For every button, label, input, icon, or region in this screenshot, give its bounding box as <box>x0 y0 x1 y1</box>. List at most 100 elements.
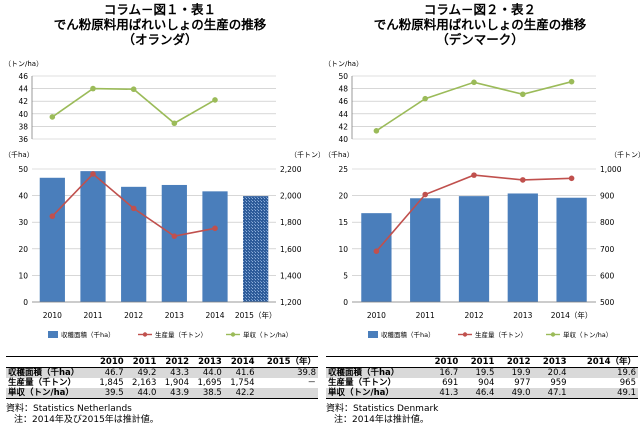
area-axis-unit: （千ha） <box>324 150 354 159</box>
table-row-yield: 単収（トン/ha） 41.3 46.4 49.0 47.1 49.1 <box>326 388 638 399</box>
yield-y-tick: 48 <box>338 85 348 94</box>
area-bar <box>507 193 538 302</box>
production-point <box>171 233 178 239</box>
source-text: 資料：Statistics Netherlands <box>6 404 132 414</box>
production-y-tick: 2,000 <box>280 192 302 201</box>
production-y-tick: 700 <box>600 245 615 254</box>
production-y-tick: 1,800 <box>280 218 302 227</box>
table-header-2010: 2010 <box>434 357 459 367</box>
table-cell: 904 <box>478 378 495 388</box>
legend-area-swatch <box>48 331 58 338</box>
legend-area-label: 収穫面積（千ha） <box>61 330 115 339</box>
area-bar-estimate <box>243 196 269 302</box>
figure-title: コラム－図２・表２ <box>423 2 537 17</box>
area-y-tick: 20 <box>338 192 348 201</box>
yield-point <box>373 128 380 134</box>
production-point <box>568 175 575 182</box>
production-point <box>471 172 477 178</box>
x-tick-label: 2010 <box>43 311 62 320</box>
table-cell: 1,904 <box>164 378 190 388</box>
yield-point <box>90 85 96 92</box>
x-tick-label: 2010 <box>367 311 386 320</box>
table-row-area: 収穫面積（千ha） 16.7 19.5 19.9 20.4 19.6 <box>326 367 638 378</box>
table-cell <box>256 388 318 399</box>
table-cell: 965 <box>619 378 636 388</box>
table-cell: 39.5 <box>92 388 126 399</box>
x-tick-label: 2013 <box>513 311 532 320</box>
area-bar <box>361 213 392 302</box>
table-row-area: 収穫面積（千ha） 46.7 49.2 43.3 44.0 41.6 39.8 <box>6 367 318 378</box>
source-note: 資料：Statistics Netherlands 注：2014年及び2015年… <box>6 404 159 425</box>
table-row-production: 生産量（千トン） 691 904 977 959 965 <box>326 378 638 388</box>
area-bar <box>121 186 147 302</box>
row-label: 生産量（千トン） <box>8 378 77 388</box>
table-cell: 19.5 <box>460 367 497 378</box>
legend-area-swatch <box>368 331 378 338</box>
table-cell: 38.5 <box>191 388 224 399</box>
yield-y-tick: 42 <box>338 122 348 131</box>
table-cell: 44.0 <box>125 388 159 399</box>
netherlands-charts: （トン/ha） 36 38 40 42 44 46 （千ha） （千トン） 0 10 20 30 40 50… <box>4 60 320 339</box>
table-cell: 49.2 <box>125 367 159 378</box>
legend-production-label: 生産量（千トン） <box>155 330 207 339</box>
row-label: 収穫面積（千ha） <box>326 367 425 378</box>
yield-y-tick: 46 <box>18 72 28 81</box>
production-y-tick: 600 <box>600 271 615 280</box>
table-cell: 43.9 <box>158 388 192 399</box>
denmark-panel: コラム－図２・表２ でん粉原料用ばれいしょの生産の推移 （デンマーク） （トン/… <box>320 0 640 428</box>
production-point <box>49 213 56 220</box>
area-y-tick: 10 <box>338 245 348 254</box>
area-bar <box>410 198 441 302</box>
table-row-yield: 単収（トン/ha） 39.5 44.0 43.9 38.5 42.2 <box>6 388 318 399</box>
table-header-2014: 2014 <box>230 357 255 367</box>
table-cell: 43.3 <box>158 367 192 378</box>
table-cell: 19.9 <box>496 367 533 378</box>
production-y-tick: 500 <box>600 298 615 307</box>
legend-yield-marker <box>550 332 556 337</box>
production-axis-unit: （千トン） <box>610 150 640 159</box>
table-cell: 20.4 <box>532 367 569 378</box>
yield-y-tick: 42 <box>18 97 28 106</box>
yield-point <box>568 78 575 85</box>
table-cell: － <box>307 378 316 388</box>
production-point <box>520 177 526 183</box>
table-header-2013: 2013 <box>198 357 222 367</box>
production-point <box>130 205 137 212</box>
netherlands-panel: コラム－図１・表１ でん粉原料用ばれいしょの生産の推移 （オランダ） （トン/h… <box>4 2 320 425</box>
table-cell: 1,845 <box>99 378 124 388</box>
table-cell: 16.7 <box>424 367 461 378</box>
production-y-tick: 900 <box>600 192 615 201</box>
figure-subtitle: でん粉原料用ばれいしょの生産の推移 <box>373 17 587 32</box>
x-tick-label: 2011 <box>83 311 102 320</box>
table-cell: 49.0 <box>496 388 533 399</box>
legend-yield-label: 単収（トン/ha） <box>243 330 292 339</box>
area-y-tick: 15 <box>338 218 348 227</box>
area-bar <box>39 177 65 302</box>
area-y-tick: 0 <box>343 298 348 307</box>
row-label: 収穫面積（千ha） <box>6 367 93 378</box>
yield-point <box>130 86 137 93</box>
yield-point <box>520 91 526 98</box>
x-tick-label: 2011 <box>416 311 435 320</box>
table-cell: 39.8 <box>256 367 318 378</box>
yield-point <box>171 120 178 127</box>
yield-y-tick: 50 <box>338 72 348 81</box>
table-cell: 46.4 <box>460 388 497 399</box>
table-cell: 42.2 <box>223 388 257 399</box>
area-y-tick: 20 <box>18 245 28 254</box>
production-y-tick: 1,400 <box>280 271 302 280</box>
source-note: 資料：Statistics Denmark 注：2014年は推計値。 <box>326 404 438 425</box>
table-cell: 691 <box>442 378 459 388</box>
production-y-tick: 2,200 <box>280 165 302 174</box>
yield-point <box>212 97 218 103</box>
table-header-2012: 2012 <box>165 357 190 367</box>
yield-axis-unit: （トン/ha） <box>4 60 43 68</box>
production-point <box>373 248 380 254</box>
legend-production-marker <box>462 332 468 337</box>
table-header-blank <box>6 357 93 368</box>
yield-line <box>375 80 572 132</box>
production-point <box>422 191 428 198</box>
area-bar <box>556 197 587 302</box>
yield-point <box>49 114 56 120</box>
yield-point <box>422 95 428 102</box>
